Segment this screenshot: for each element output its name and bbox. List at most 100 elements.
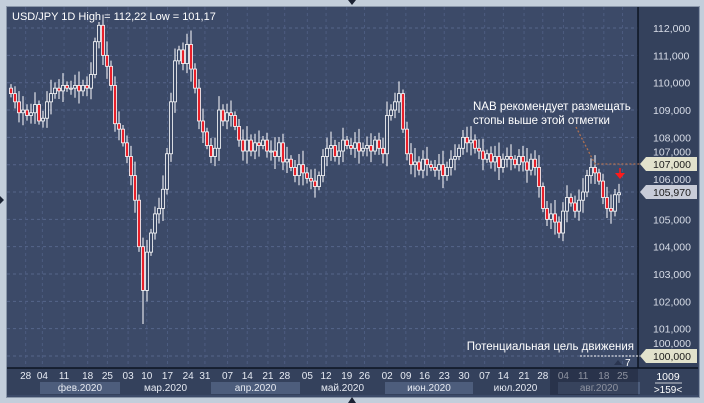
bearish-candle-body: [233, 115, 237, 127]
target-price-tag: 100,000: [640, 349, 697, 363]
bullish-candle-body: [589, 167, 593, 177]
marker-triangle-icon: [614, 360, 622, 365]
left-handle-icon[interactable]: [0, 196, 4, 204]
candle: [293, 160, 297, 183]
bullish-candle-body: [245, 139, 249, 152]
bearish-candle-body: [417, 161, 421, 171]
candle: [125, 135, 129, 164]
x-tick-label: 14: [498, 371, 510, 382]
candle: [325, 137, 329, 167]
x-tick-label: 21: [262, 371, 274, 382]
bullish-candle-body: [529, 158, 533, 171]
candle: [85, 76, 89, 97]
candle: [281, 133, 285, 171]
bearish-candle-body: [249, 139, 253, 152]
bullish-candle-body: [501, 158, 505, 168]
bullish-candle-body: [577, 199, 581, 212]
candle: [25, 104, 29, 121]
candle: [429, 160, 433, 172]
bearish-candle-body: [105, 54, 109, 67]
candle: [197, 79, 201, 130]
candle: [521, 145, 525, 172]
bullish-candle-body: [217, 109, 221, 149]
candle: [377, 132, 381, 155]
candle: [37, 100, 41, 125]
candle: [597, 168, 601, 185]
candle: [133, 161, 137, 213]
bullish-candle-body: [285, 158, 289, 163]
bottom-handle-icon[interactable]: [348, 397, 356, 403]
bullish-candle-body: [41, 117, 45, 122]
y-tick-label: 101,000: [653, 324, 691, 336]
candle: [609, 194, 613, 224]
bearish-candle-body: [37, 104, 41, 122]
bearish-candle-body: [193, 68, 197, 89]
candle: [221, 104, 225, 127]
y-tick-label: 109,000: [653, 105, 691, 117]
bearish-candle-body: [541, 186, 545, 209]
candle: [33, 92, 37, 124]
bullish-candle-body: [337, 150, 341, 157]
bullish-candle-body: [437, 164, 441, 171]
candle: [169, 92, 173, 162]
bearish-candle-body: [109, 65, 113, 86]
candle: [457, 144, 461, 161]
bullish-candle-body: [449, 158, 453, 168]
bearish-candle-body: [497, 156, 501, 168]
y-tick-label: 111,000: [653, 50, 690, 62]
svg-text:105,970: 105,970: [653, 187, 691, 199]
bullish-candle-body: [445, 167, 449, 177]
candle: [273, 137, 277, 170]
bearish-candle-body: [593, 167, 597, 174]
bullish-candle-body: [421, 158, 425, 171]
candle: [433, 160, 437, 177]
month-band: [211, 382, 300, 394]
candle: [81, 79, 85, 97]
bullish-candle-body: [317, 175, 321, 187]
month-label: авг.2020: [580, 383, 619, 394]
candle: [73, 74, 77, 98]
bearish-candle-body: [121, 128, 125, 144]
candle: [445, 161, 449, 181]
bullish-candle-body: [365, 145, 369, 149]
candle: [245, 126, 249, 164]
down-arrow-icon: [615, 168, 625, 179]
x-tick-label: 11: [578, 371, 589, 382]
y-tick-label: 106,000: [653, 174, 691, 186]
top-handle-icon[interactable]: [348, 0, 356, 5]
bar-counter: 7: [625, 358, 631, 369]
bearish-candle-body: [113, 85, 117, 125]
candle: [137, 194, 141, 252]
candle: [409, 143, 413, 175]
candle: [405, 121, 409, 161]
x-tick-label: 05: [302, 371, 314, 382]
bullish-candle-body: [93, 41, 97, 75]
candle: [317, 171, 321, 191]
bearish-candle-body: [241, 139, 245, 152]
candle: [57, 79, 61, 100]
bullish-candle-body: [321, 156, 325, 177]
candle: [385, 101, 389, 167]
y-tick-label: 100,000: [653, 338, 691, 350]
bearish-candle-body: [369, 145, 373, 152]
candle: [481, 138, 485, 171]
x-tick-label: 04: [37, 371, 49, 382]
candle: [361, 142, 365, 157]
scroll-button[interactable]: >159<: [654, 385, 683, 396]
bearish-candle-body: [381, 147, 385, 155]
bullish-candle-body: [385, 115, 389, 155]
candle: [441, 150, 445, 189]
candle: [573, 195, 577, 218]
candle: [309, 169, 313, 190]
bullish-candle-body: [81, 85, 85, 92]
candle: [61, 73, 65, 102]
x-tick-label: 25: [617, 371, 629, 382]
y-tick-label: 110,000: [653, 78, 690, 90]
bearish-candle-body: [557, 221, 561, 234]
candle: [497, 142, 501, 180]
current-price-tag: 105,970: [640, 185, 697, 199]
bearish-candle-body: [133, 175, 137, 201]
svg-text:100,000: 100,000: [653, 351, 691, 363]
candle: [369, 133, 373, 163]
